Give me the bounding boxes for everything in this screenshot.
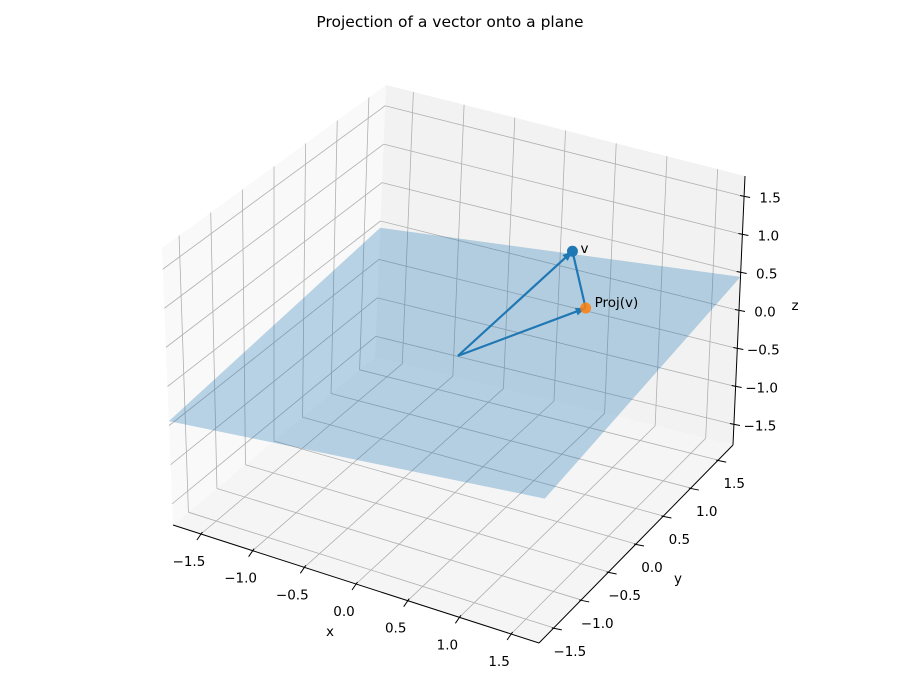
y-tick <box>716 459 727 463</box>
z-tick-label: −1.0 <box>745 380 778 396</box>
residual-line <box>571 250 587 309</box>
plane-surface <box>168 227 741 499</box>
z-gridline-left <box>162 105 386 270</box>
y-gridline-floor <box>359 369 719 461</box>
tick-labels: −1.5−1.5−1.5−1.0−1.0−1.0−0.5 −0.5−0.50.00… <box>173 191 781 670</box>
x-tick-label: −1.0 <box>224 571 257 587</box>
x-gridline-back <box>654 156 668 426</box>
x-axis-label: x <box>326 624 334 640</box>
y-tick-label: 1.5 <box>723 476 744 492</box>
z-gridline-back <box>380 220 740 311</box>
z-tick <box>734 309 746 312</box>
y-gridline-left <box>330 120 338 394</box>
y-tick-label: −0.5 <box>608 588 641 604</box>
vector-v-arrow-shaft <box>457 250 574 357</box>
z-gridline-left <box>164 143 384 309</box>
y-tick <box>688 487 699 491</box>
z-tick-label: −0.5 <box>747 342 780 358</box>
z-tick <box>731 384 742 388</box>
x-tick <box>403 598 410 607</box>
y-tick <box>633 543 645 547</box>
projection-point <box>580 302 592 314</box>
y-tick <box>579 599 590 603</box>
vector-v-point <box>566 245 578 257</box>
z-tick-label: −1.5 <box>744 418 777 434</box>
y-gridline-floor <box>273 440 637 545</box>
y-axis-label: y <box>674 571 682 587</box>
x-tick-label: 0.5 <box>385 621 406 637</box>
x-tick-label: −0.5 <box>276 587 309 603</box>
x-gridline-floor <box>459 425 656 618</box>
y-tick <box>661 515 672 519</box>
z-tick-label: 1.0 <box>758 229 779 245</box>
gridlines <box>162 91 745 635</box>
z-tick-label: 0.0 <box>754 305 775 321</box>
z-tick <box>738 233 749 237</box>
y-tick-label: 0.0 <box>641 560 662 576</box>
z-gridline-back <box>381 182 741 273</box>
y-tick-label: −1.5 <box>553 644 586 660</box>
axis-lines <box>172 175 751 644</box>
z-tick <box>739 195 751 199</box>
plane-surface-group <box>168 227 741 499</box>
z-gridline-left <box>167 220 381 387</box>
y-tick-label: 0.5 <box>669 532 690 548</box>
z-tick <box>733 347 744 350</box>
x-tick <box>351 581 358 591</box>
x-tick <box>299 565 307 574</box>
x-tick-label: −1.5 <box>173 554 206 570</box>
y-gridline-left <box>302 143 307 418</box>
z-tick-label: 0.5 <box>756 267 777 283</box>
y-tick <box>606 571 617 575</box>
x-gridline-back <box>604 143 617 414</box>
x-tick <box>248 548 255 557</box>
z-axis-label: z <box>791 298 798 314</box>
vector-v-label: v <box>580 241 588 257</box>
z-tick <box>729 422 741 426</box>
x-tick <box>196 531 203 541</box>
z-gridline-left <box>165 182 383 348</box>
z-gridline-back <box>383 143 743 235</box>
chart-title: Projection of a vector onto a plane <box>316 13 583 31</box>
x-tick <box>454 615 462 624</box>
projection-arrow-shaft <box>457 307 587 357</box>
vector-marks: v Proj(v) <box>457 241 639 357</box>
x-tick <box>506 631 513 641</box>
y-gridline-floor <box>330 393 691 489</box>
z-tick <box>736 271 747 274</box>
y-tick-label: 1.0 <box>696 504 717 520</box>
x-gridline-floor <box>407 413 605 601</box>
x-gridline-floor <box>510 438 706 635</box>
projection-label: Proj(v) <box>595 295 639 311</box>
x-tick-label: 1.5 <box>488 654 509 670</box>
z-gridline-back <box>385 105 745 197</box>
y-gridline-left <box>359 97 370 370</box>
x-tick-label: 1.0 <box>437 637 458 653</box>
y-tick <box>551 627 562 631</box>
z-tick-label: 1.5 <box>759 191 780 207</box>
x-tick-label: 0.0 <box>333 604 354 620</box>
x-gridline-back <box>705 169 719 439</box>
y-tick-label: −1.0 <box>581 616 614 632</box>
y-gridline-floor <box>302 416 664 517</box>
